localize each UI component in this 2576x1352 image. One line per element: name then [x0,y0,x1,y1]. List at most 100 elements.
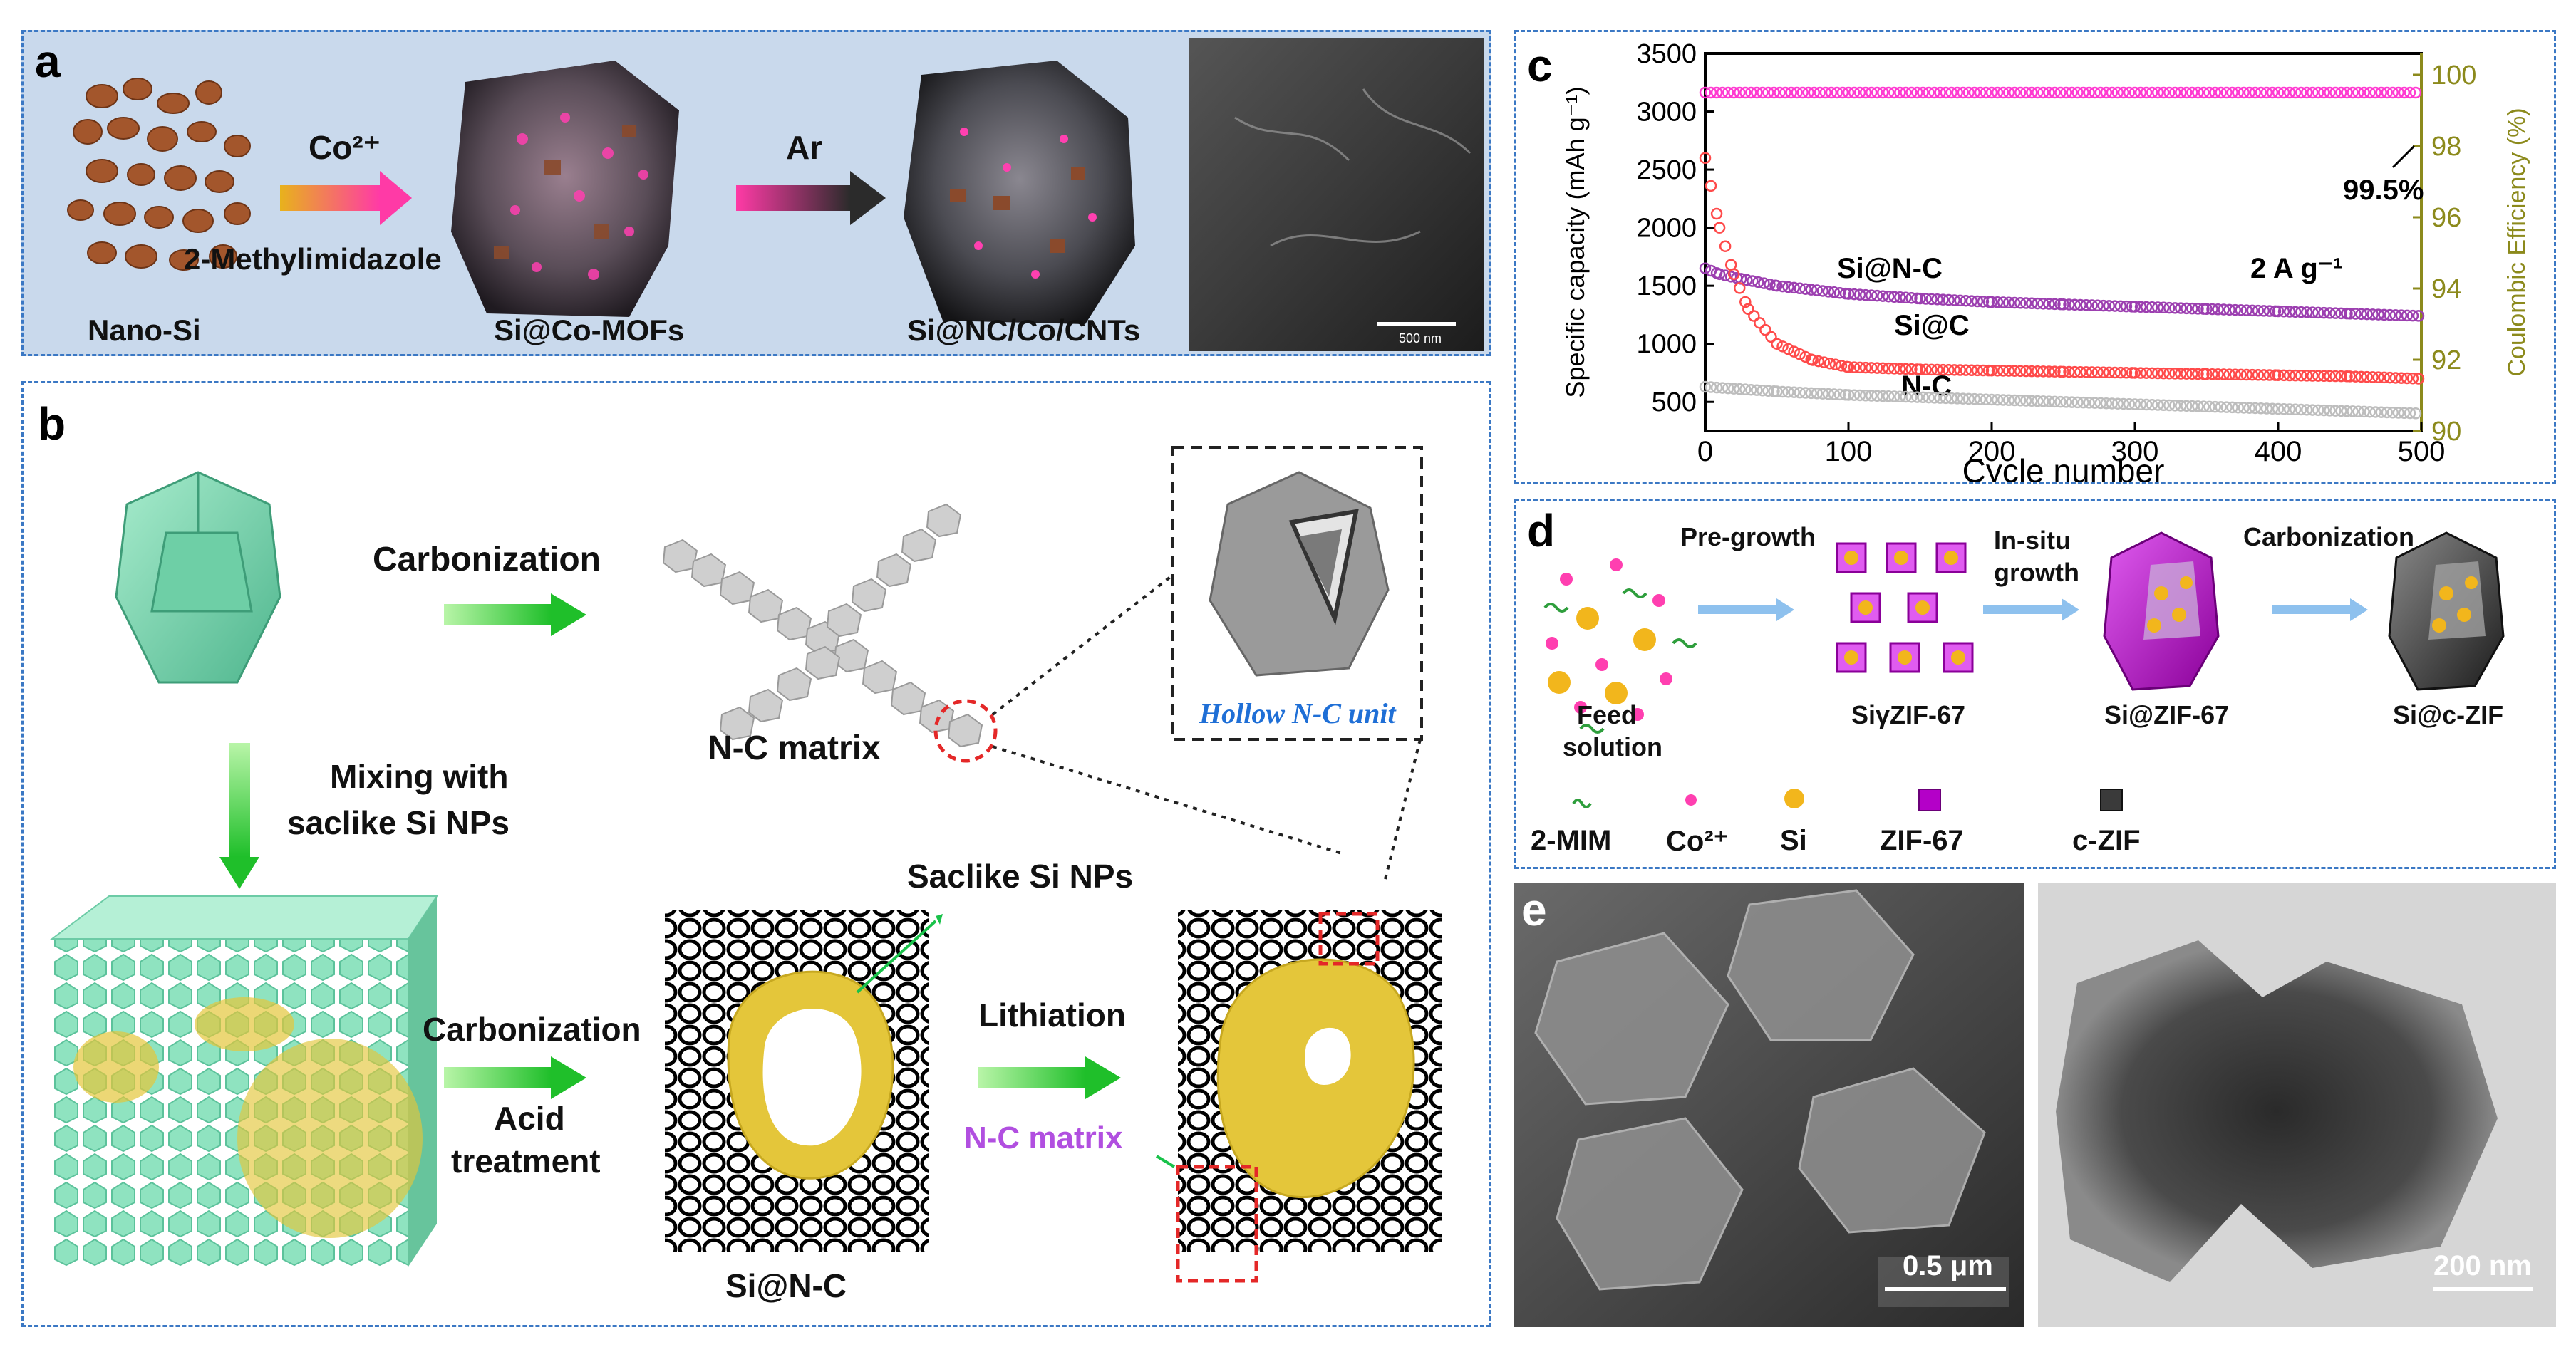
series-point [2163,367,2176,380]
x-tick-label: 300 [2111,436,2159,467]
series-point [1799,350,1811,363]
series-point [2169,368,2181,380]
series-point [2175,400,2187,412]
series-point [2238,402,2250,414]
series-point [2229,303,2241,316]
series-point [1957,86,1970,99]
panel-a-graphics [67,38,1484,351]
series-point [1865,289,1878,301]
series-point [1871,289,1883,302]
series-point [1779,86,1791,99]
series-point [2318,370,2330,383]
y2-tick-label: 92 [2431,345,2461,375]
series-point [2014,86,2027,99]
nc-matrix2-label: N-C matrix [964,1120,1123,1155]
series-point [1758,277,1770,289]
x-axis-label: Cycle number [1962,452,2165,482]
series-point [1828,388,1841,400]
step-carbonization: Carbonization [2243,522,2414,551]
series-point [1905,391,1918,403]
series-point [1985,86,1998,99]
series-point [2289,86,2302,99]
series-point [2120,300,2133,313]
series-point [2063,365,2075,378]
y-tick-label: 3000 [1636,98,1697,128]
series-point [1848,288,1861,301]
series-point [1796,86,1809,99]
series-point [2019,395,2032,407]
series-point [2077,86,2089,99]
y-axis-label: Specific capacity (mAh g⁻¹) [1561,86,1590,397]
series-point [1991,296,2004,308]
series-point [1865,390,1878,402]
series-point [2335,405,2347,417]
series-point [2066,396,2078,408]
series-point [1828,286,1841,298]
series-point [2014,297,2027,309]
series-point [2100,86,2113,99]
series-point [2014,395,2027,407]
si-zif-67-crystal [2103,531,2220,691]
series-point [1699,152,1712,165]
acid-label-1: Acid [494,1100,565,1137]
series-point [2232,401,2244,414]
series-point [1928,392,1940,404]
series-point [1853,389,1866,402]
series-point [2324,405,2336,417]
series-point [2358,405,2370,418]
series-point [1805,387,1817,400]
si-at-zif-label: Si@ZIF-67 [2104,700,2230,729]
series-point [2220,86,2233,99]
panel-e-label: e [1521,884,1547,935]
series-point [2277,86,2290,99]
nc-matrix-chain [662,503,983,748]
series-point [2049,86,2061,99]
series-point [2232,86,2244,99]
series-point [1985,393,1998,406]
series-point [1705,86,1717,99]
series-point [1925,363,1938,376]
series-point [1835,360,1848,372]
legend-czif: c-ZIF [2072,825,2141,856]
series-point [2306,86,2319,99]
series-point [1894,291,1906,303]
series-point [1785,86,1797,99]
sem-image-a [1189,38,1484,351]
series-point [2054,395,2067,408]
series-point [1876,290,1889,302]
series-point [1818,356,1831,368]
series-point [2200,303,2213,316]
series-point [2329,86,2342,99]
annotation-sinc: Si@N-C [1837,253,1943,284]
y-tick-label: 500 [1652,388,1697,417]
series-point [2163,399,2176,412]
nano-si-particles [67,78,251,271]
series-point [2223,303,2235,316]
series-point [2364,86,2376,99]
series-point [2344,370,2356,383]
series-point [2151,367,2164,380]
series-point [2103,366,2116,379]
series-point [2100,397,2113,410]
series-point [2026,297,2038,310]
series-point [1971,295,1984,308]
feed-label-1: Feed [1577,700,1638,729]
series-point [2392,407,2405,419]
series-point [2263,369,2276,381]
series-point [1945,392,1957,405]
series-point [1968,392,1981,405]
series-point [1940,392,1952,405]
series-point [1771,338,1783,350]
series-point [2169,86,2181,99]
series-point [2200,368,2213,380]
series-point [1768,86,1780,99]
series-point [1727,383,1740,395]
panel-c-label: c [1527,40,1553,91]
series-point [2283,86,2296,99]
y-tick-label: 2500 [1636,155,1697,185]
series-point [2134,86,2147,99]
arrow-mixing [229,743,250,857]
series-point [1782,386,1794,398]
series-point [2123,86,2136,99]
series-point [1713,222,1726,234]
